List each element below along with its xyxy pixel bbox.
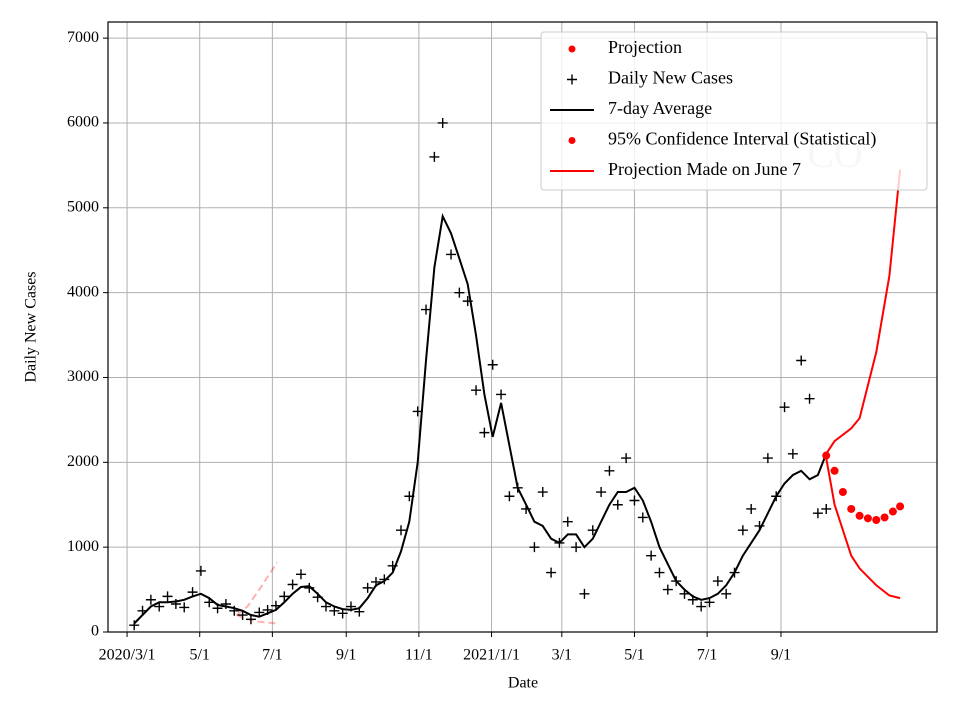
projection-point: [822, 451, 831, 460]
case-marker: [362, 582, 373, 593]
case-marker: [162, 591, 173, 602]
case-marker: [437, 117, 448, 128]
case-marker: [379, 574, 390, 585]
x-tick-label: 11/1: [405, 647, 433, 664]
x-axis-label: Date: [508, 675, 538, 692]
legend-label: 95% Confidence Interval (Statistical): [608, 129, 876, 150]
case-marker: [571, 542, 582, 553]
average-line: [133, 213, 828, 625]
case-marker: [471, 385, 482, 396]
case-marker: [529, 542, 540, 553]
case-marker: [562, 516, 573, 527]
y-tick-label: 1000: [67, 538, 99, 555]
legend-label: Projection Made on June 7: [608, 159, 801, 179]
projection-point: [896, 502, 905, 511]
interval-lower: [825, 457, 901, 600]
case-marker: [746, 503, 757, 514]
x-tick-label: 9/1: [771, 647, 791, 664]
case-marker: [637, 512, 648, 523]
case-marker: [579, 588, 590, 599]
legend-label: 7-day Average: [608, 98, 712, 118]
case-marker: [804, 393, 815, 404]
x-tick-label: 5/1: [624, 647, 644, 664]
case-marker: [287, 579, 298, 590]
case-marker: [429, 151, 440, 162]
case-marker: [195, 565, 206, 576]
case-marker: [421, 304, 432, 315]
legend-label: Daily New Cases: [608, 68, 733, 88]
case-marker: [295, 569, 306, 580]
case-marker: [129, 620, 140, 631]
y-tick-label: 2000: [67, 453, 99, 470]
x-tick-label: 2020/3/1: [99, 647, 156, 664]
case-marker: [821, 503, 832, 514]
projection-point: [872, 516, 881, 525]
case-marker: [304, 582, 315, 593]
y-tick-label: 6000: [67, 114, 99, 131]
x-tick-label: 7/1: [262, 647, 282, 664]
case-marker: [762, 453, 773, 464]
legend-label: Projection: [608, 37, 682, 57]
x-tick-label: 9/1: [336, 647, 356, 664]
case-marker: [145, 594, 156, 605]
case-marker: [446, 249, 457, 260]
case-marker: [396, 525, 407, 536]
x-tick-label: 5/1: [189, 647, 209, 664]
legend: Projection Daily New Cases 7-day Average 95…: [540, 31, 928, 191]
plot-frame: [107, 21, 938, 633]
interval-upper: [825, 169, 902, 455]
case-marker: [454, 287, 465, 298]
y-tick-label: 0: [91, 623, 99, 640]
case-marker: [487, 359, 498, 370]
case-marker: [696, 601, 707, 612]
case-marker: [779, 402, 790, 413]
y-tick-label: 7000: [67, 29, 99, 46]
x-tick-label: 2021/1/1: [463, 647, 520, 664]
case-marker: [537, 487, 548, 498]
legend-box: [540, 31, 928, 191]
y-tick-label: 3000: [67, 368, 99, 385]
y-tick-label: 5000: [67, 198, 99, 215]
case-marker: [737, 525, 748, 536]
case-marker: [721, 588, 732, 599]
case-marker: [712, 576, 723, 587]
case-marker: [279, 591, 290, 602]
case-marker: [596, 487, 607, 498]
projection-point: [847, 504, 856, 513]
projection-point: [880, 513, 889, 522]
case-marker: [504, 491, 515, 502]
projection-point: [863, 514, 872, 523]
projection-point: [855, 511, 864, 520]
case-marker: [546, 567, 557, 578]
case-marker: [604, 465, 615, 476]
projection-point: [888, 507, 897, 516]
case-marker: [662, 584, 673, 595]
projection-point: [838, 488, 847, 497]
x-tick-label: 7/1: [697, 647, 717, 664]
case-marker: [629, 495, 640, 506]
case-marker: [646, 550, 657, 561]
case-marker: [179, 602, 190, 613]
legend-marker: [568, 137, 576, 144]
case-marker: [812, 508, 823, 519]
case-marker: [612, 499, 623, 510]
case-marker: [787, 448, 798, 459]
y-axis-label: Daily New Cases: [23, 271, 40, 382]
case-marker: [496, 389, 507, 400]
case-marker: [654, 567, 665, 578]
case-marker: [479, 427, 490, 438]
legend-marker: [568, 45, 576, 53]
plot-area: 2020/3/1 5/1 7/1 9/1 11/1 2021/1/1 3/1 5/1 7/1 9/…: [67, 21, 938, 664]
legend-marker: [567, 74, 577, 85]
case-marker: [796, 355, 807, 366]
x-tick-label: 3/1: [552, 647, 572, 664]
projection-point: [830, 466, 839, 475]
case-marker: [621, 453, 632, 464]
y-tick-label: 4000: [67, 283, 99, 300]
